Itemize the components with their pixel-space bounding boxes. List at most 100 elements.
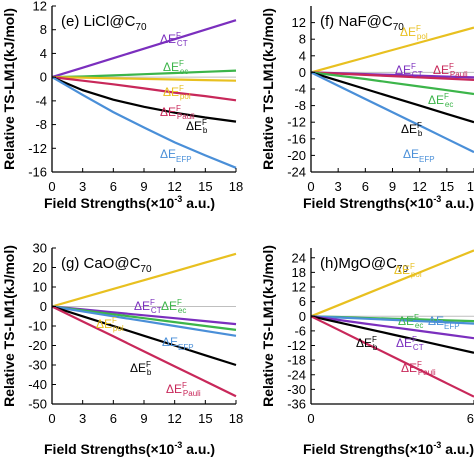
y-tick-label: 0 [40,70,47,85]
y-tick-label: 12 [292,15,306,30]
legend-label-5: ΔEF Pauli [166,381,201,398]
legend-label-3: ΔEF Pauli [160,104,195,121]
x-tick-label: 12 [167,411,181,426]
y-tick-label: -24 [287,165,306,180]
chart-panel-1: -24 -20 -16-12 -8-4 0 48 12 0 3 6 9 12 15 18 (f) NaF@C… [260,6,474,211]
x-tick-label: 6 [110,411,117,426]
series-line-1 [51,69,237,79]
y-tick-label: -30 [28,358,47,373]
y-tick-label: -36 [287,397,306,412]
legend-label-4: ΔEF b [356,335,378,352]
y-tick-label: -50 [28,397,47,412]
y-tick-label: -30 [287,382,306,397]
x-tick-label: 15 [198,411,212,426]
y-tick-label: -20 [28,338,47,353]
legend-label-2: ΔEF Pauli [433,62,468,79]
x-axis-title: Field Strengths(×10-3 a.u.) [303,194,474,211]
x-tick-label: 6 [362,179,369,194]
legend-label-0: ΔEF CT [160,31,188,48]
legend-label-4: ΔEF b [186,118,208,135]
series-line-5 [51,76,237,169]
y-tick-label: -8 [294,98,306,113]
x-tick-label: 3 [79,179,86,194]
y-tick-label: 24 [292,250,306,265]
legend-label-1: ΔEF ec [398,313,423,330]
chart-panel-2: -50 -40 -30 -20 -10 0 10 20 30 0 3 6 9 12 15 18 (g) CaO@… [1,241,243,458]
chart-panel-3: -36-30-24-18-12-606121824060(h)MgO@C70Fi… [260,245,474,457]
y-tick-label: -12 [287,338,306,353]
series-line-2 [310,71,474,81]
legend-label-3: ΔEEFP [162,335,194,352]
y-tick-label: 0 [299,65,306,80]
legend-label-2: ΔEF pol [163,84,191,101]
legend-label-2: ΔEF ec [161,298,186,315]
x-tick-label: 12 [167,179,181,194]
x-axis-title: Field Strengths(×10-3 a.u.) [44,194,215,211]
series-line-3 [51,305,237,337]
x-tick-label: 0 [307,411,314,426]
y-tick-label: -18 [287,353,306,368]
y-tick-label: -24 [287,367,306,382]
y-tick-label: -12 [287,115,306,130]
x-tick-label: 60 [467,411,474,426]
y-axis-title: Relative TS-LM1(kJ/mol) [1,245,17,407]
y-tick-label: -16 [287,131,306,146]
series-line-4 [310,71,474,124]
series-line-0 [310,26,474,74]
y-tick-label: 18 [292,265,306,280]
legend-label-1: ΔEF CT [395,62,423,79]
legend-label-4: ΔEF b [130,360,152,377]
series-line-0 [51,19,237,79]
series-line-4 [51,305,237,367]
x-tick-label: 9 [140,411,147,426]
x-tick-label: 3 [79,411,86,426]
panel-label: (e) LiCl@C70 [61,13,147,33]
y-tick-label: -4 [294,82,306,97]
series-line-3 [310,315,474,340]
x-tick-label: 0 [307,179,314,194]
y-tick-label: 12 [292,280,306,295]
legend-label-5: ΔEEFP [160,147,192,164]
legend-label-0: ΔEF pol [96,316,124,333]
series-line-5 [310,71,474,154]
legend-label-1: ΔEF ec [163,59,188,76]
y-tick-label: -10 [28,319,47,334]
series-line-2 [51,76,237,82]
legend-label-3: ΔEF ec [428,92,453,109]
series-line-5 [310,315,474,398]
x-tick-label: 9 [140,179,147,194]
panel-label: (f) NaF@C70 [320,13,404,33]
x-tick-label: 15 [440,179,454,194]
series-line-3 [51,76,237,102]
legend-label-0: ΔEF pol [394,262,422,279]
legend-label-4: ΔEF b [401,121,423,138]
y-tick-label: -40 [28,377,47,392]
y-tick-label: 8 [40,22,47,37]
legend-label-1: ΔEF CT [134,298,162,315]
y-tick-label: 0 [40,299,47,314]
y-axis-title: Relative TS-LM1(kJ/mol) [260,245,276,407]
panel-label: (g) CaO@C70 [61,255,152,275]
x-tick-label: 3 [335,179,342,194]
series-line-0 [310,249,474,318]
series-line-3 [310,71,474,96]
y-axis-title: Relative TS-LM1(kJ/mol) [1,8,17,170]
y-tick-label: 4 [40,46,47,61]
x-tick-label: 18 [229,411,243,426]
x-tick-label: 0 [48,411,55,426]
legend-label-5: ΔEF Pauli [401,360,436,377]
x-tick-label: 15 [198,179,212,194]
x-axis-title: Field Strengths(×10-3 a.u.) [303,440,474,457]
y-tick-label: -6 [294,323,306,338]
x-tick-label: 9 [389,179,396,194]
x-tick-label: 6 [110,179,117,194]
chart-panel-0: -16 -12 -8 -4 0 4 8 12 0 3 6 9 12 15 18 (e) LiCl@C70 Fie… [1,0,243,211]
series-line-4 [51,76,237,123]
legend-label-2: ΔEEFP [428,314,460,331]
y-tick-label: 30 [33,241,47,256]
y-tick-label: 6 [299,294,306,309]
series-line-4 [310,315,474,354]
y-axis-title: Relative TS-LM1(kJ/mol) [260,8,276,170]
legend-label-5: ΔEEFP [403,147,435,164]
y-tick-label: 8 [299,32,306,47]
